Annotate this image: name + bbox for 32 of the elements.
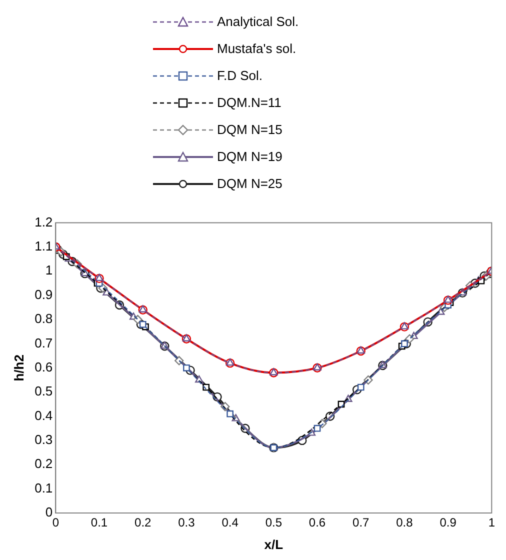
x-tick-label: 0.5 (265, 516, 282, 530)
y-axis-title: h/h2 (11, 354, 26, 382)
x-tick-label: 0.6 (308, 516, 326, 530)
legend-label: DQM N=15 (217, 122, 282, 137)
legend-label: DQM N=19 (217, 149, 282, 164)
y-tick-label: 0.3 (34, 432, 53, 448)
y-tick-label: 0.8 (34, 311, 53, 326)
legend-label: DQM.N=11 (217, 95, 282, 110)
y-tick-label: 1.2 (34, 214, 53, 230)
x-tick-label: 0.8 (396, 516, 414, 530)
y-tick-label: 0.5 (34, 384, 53, 399)
y-tick-label: 0.4 (34, 408, 53, 423)
y-tick-label: 0.2 (34, 456, 53, 472)
x-tick-label: 0.4 (222, 516, 239, 530)
y-tick-label: 0 (45, 504, 53, 520)
legend-label: F.D Sol. (217, 68, 263, 83)
x-tick-label: 0.9 (440, 516, 457, 530)
y-tick-label: 0.6 (34, 359, 53, 374)
x-tick-label: 0.2 (134, 516, 152, 530)
legend-label: Analytical Sol. (217, 14, 299, 29)
y-tick-label: 1.1 (34, 238, 53, 254)
x-axis-title: x/L (264, 536, 284, 552)
legend-label: DQM N=25 (217, 176, 282, 191)
y-tick-label: 0.9 (34, 286, 53, 302)
x-tick-label: 0.1 (90, 516, 108, 530)
y-tick-label: 1 (45, 262, 53, 278)
x-tick-label: 0.3 (178, 516, 196, 530)
x-tick-label: 1 (488, 516, 496, 530)
legend-label: Mustafa's sol. (217, 41, 296, 56)
y-tick-label: 0.1 (34, 480, 53, 496)
y-tick-label: 0.7 (34, 335, 53, 350)
x-tick-label: 0.7 (352, 516, 370, 530)
